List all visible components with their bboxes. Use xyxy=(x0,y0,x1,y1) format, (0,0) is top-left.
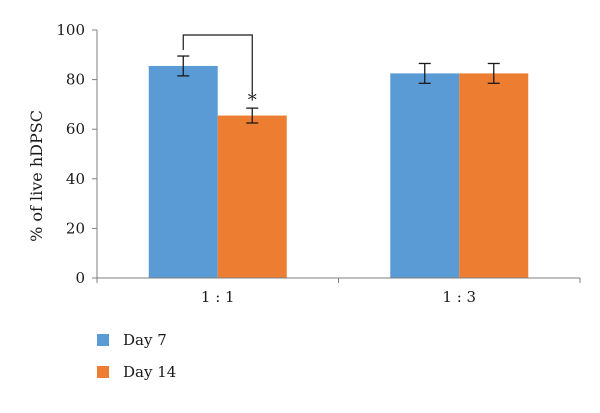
significance-bracket xyxy=(182,34,253,95)
error-bar xyxy=(418,62,431,84)
bar xyxy=(217,115,287,278)
legend-label: Day 14 xyxy=(123,363,176,381)
error-bar xyxy=(487,62,500,84)
legend-swatch xyxy=(97,334,109,346)
error-bar xyxy=(177,55,190,77)
x-axis: 1 : 1 1 : 3 xyxy=(96,277,581,306)
bar xyxy=(148,65,218,279)
x-tick-label: 1 : 1 xyxy=(201,288,235,306)
y-tick-label: 60 xyxy=(66,120,85,138)
bar xyxy=(390,73,460,279)
error-bars xyxy=(177,55,500,124)
error-bar xyxy=(246,107,259,124)
bars xyxy=(148,65,529,279)
y-axis: 0 20 40 60 80 100 xyxy=(56,21,98,287)
legend: Day 7 Day 14 xyxy=(97,331,176,381)
y-tick-label: 20 xyxy=(66,219,85,237)
y-axis-label: % of live hDPSC xyxy=(27,110,46,242)
legend-item: Day 7 xyxy=(97,331,167,349)
y-tick-label: 100 xyxy=(56,21,85,39)
significance-star: * xyxy=(248,90,257,111)
legend-item: Day 14 xyxy=(97,363,176,381)
legend-swatch xyxy=(97,366,109,378)
y-tick-label: 80 xyxy=(66,71,85,89)
bar xyxy=(459,73,529,279)
y-tick-label: 0 xyxy=(75,269,85,287)
y-tick-label: 40 xyxy=(66,170,85,188)
significance-annotations: * xyxy=(182,34,257,111)
legend-label: Day 7 xyxy=(123,331,167,349)
x-tick-label: 1 : 3 xyxy=(442,288,476,306)
